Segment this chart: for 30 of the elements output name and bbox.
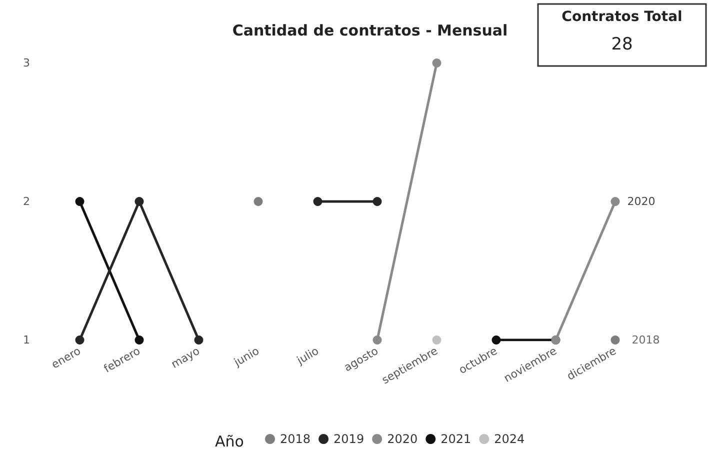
y-tick-label: 1 [23,334,30,346]
y-tick-label: 3 [23,56,30,70]
point [610,336,620,344]
legend-label: 2019 [334,432,364,446]
point [610,197,620,206]
x-tick-label: julio [294,344,322,368]
text: 2020 [627,195,656,208]
point [75,197,84,206]
point [372,336,382,344]
point [313,197,322,206]
point [134,197,144,206]
chart-title: Cantidad de contratos - Mensual [232,22,508,40]
point [254,197,263,206]
legend-label: 2020 [387,432,418,446]
point [492,336,501,344]
text: 2018 [632,334,660,346]
point [432,336,442,344]
point [75,336,84,344]
point [372,197,382,206]
x-tick-label: enero [49,344,84,372]
y-tick-label: 2 [23,195,30,208]
legend-title: Año [215,432,244,450]
text: 28 [611,34,633,54]
text: Contratos Total [562,9,682,25]
point [134,336,144,344]
legend-label: 2021 [440,432,472,446]
legend-label: 2018 [280,432,311,446]
point [432,58,442,68]
point [194,336,204,344]
legend-label: 2024 [494,432,525,446]
